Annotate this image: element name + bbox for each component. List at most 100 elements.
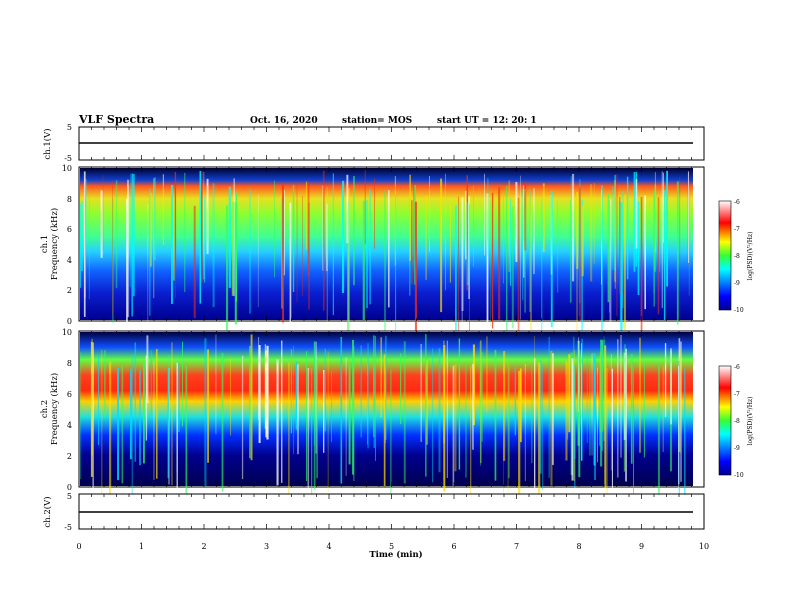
ch2-ytick-6: 6 (67, 390, 72, 399)
spectral-streak (520, 175, 521, 320)
spectral-streak (131, 173, 133, 317)
spectral-streak (510, 198, 512, 286)
spectral-streak (479, 362, 481, 466)
spectral-streak (465, 191, 467, 260)
spectral-streak (571, 358, 574, 481)
spectral-streak (258, 337, 260, 420)
spectral-streak (572, 173, 575, 282)
spectral-streak (168, 355, 170, 441)
spectral-streak (468, 196, 470, 299)
spectral-streak (640, 197, 643, 332)
ch2-cb-tick-7: -7 (734, 391, 740, 398)
spectral-streak (601, 189, 602, 285)
spectral-streak (486, 336, 488, 413)
spectral-streak (347, 188, 350, 334)
spectral-streak (174, 188, 176, 299)
spectral-streak (578, 187, 581, 322)
spectral-streak (249, 345, 251, 459)
ch2-cb-tick-9: -9 (734, 445, 740, 452)
spectral-streak (443, 345, 446, 492)
spectral-streak (601, 339, 603, 432)
spectral-streak (132, 174, 135, 297)
spectral-streak (565, 360, 568, 461)
spectral-streak (117, 367, 119, 481)
spectral-streak (438, 348, 441, 473)
spectral-streak (373, 335, 375, 438)
ch2-ytick-10: 10 (62, 328, 72, 337)
spectral-streak (235, 192, 238, 302)
spectral-streak (80, 352, 82, 480)
spectral-streak (411, 200, 413, 285)
station-label: station= MOS (342, 116, 412, 126)
spectral-streak (193, 205, 196, 318)
spectral-streak (609, 200, 610, 313)
top-ylabel: ch.1(V) (42, 128, 53, 159)
spectral-streak (625, 348, 627, 482)
spectral-streak (581, 338, 583, 461)
spectral-streak (593, 353, 596, 466)
ch1-colorbar-scale (718, 200, 732, 311)
spectral-streak (90, 341, 93, 477)
ch1-streaks (80, 170, 690, 351)
spectral-streak (112, 198, 114, 324)
spectral-streak (104, 350, 106, 418)
spectral-streak (619, 201, 623, 347)
xtick-2: 2 (201, 542, 206, 551)
spectral-streak (487, 178, 489, 257)
spectral-streak (508, 180, 510, 273)
spectral-streak (83, 171, 86, 317)
spectral-streak (92, 342, 94, 492)
spectral-streak (143, 361, 145, 464)
spectral-streak (452, 365, 455, 487)
spectral-streak (581, 205, 584, 277)
top-ytick-max: 5 (67, 123, 72, 132)
spectral-streak (266, 345, 269, 440)
spectral-streak (234, 202, 237, 325)
spectral-streak (162, 174, 164, 245)
spectral-streak (680, 341, 682, 482)
xtick-10: 10 (699, 542, 709, 551)
spectral-streak (182, 341, 183, 427)
ch1-ytick-8: 8 (67, 195, 72, 204)
spectral-streak (576, 191, 579, 269)
spectral-streak (292, 185, 295, 292)
spectral-streak (420, 344, 422, 442)
spectral-streak (624, 194, 626, 330)
spectral-streak (470, 365, 472, 513)
spectral-streak (486, 193, 489, 332)
spectral-streak (221, 352, 224, 492)
spectral-streak (550, 190, 553, 328)
bottom-ylabel: ch.2(V) (42, 496, 53, 527)
spectral-streak (409, 174, 411, 261)
spectral-streak (623, 344, 626, 471)
ch1-colorbar-label: log(PSD)(V²/Hz) (747, 232, 754, 281)
spectral-streak (134, 342, 137, 462)
spectral-streak (360, 345, 362, 438)
spectral-streak (663, 190, 666, 321)
spectral-streak (139, 369, 141, 466)
spectral-streak (347, 201, 350, 334)
xtick-3: 3 (264, 542, 269, 551)
spectral-streak (281, 340, 283, 483)
spectral-streak (102, 175, 104, 251)
spectral-streak (274, 180, 275, 278)
ch2-colorbar-label: log(PSD)(V²/Hz) (747, 397, 754, 446)
spectral-streak (296, 182, 298, 302)
spectral-streak (659, 195, 661, 272)
spectral-streak (146, 335, 149, 404)
spectral-streak (599, 369, 601, 446)
xtick-9: 9 (639, 542, 644, 551)
spectral-streak (340, 337, 343, 484)
spectral-streak (173, 204, 175, 281)
spectral-streak (178, 362, 180, 432)
spectral-streak (153, 178, 155, 299)
spectral-streak (346, 174, 349, 244)
ch1-spectrogram-image (80, 168, 693, 320)
spectral-streak (283, 189, 285, 276)
ch2-ytick-2: 2 (67, 452, 72, 461)
ch2-spectrogram-panel: 0 2 4 6 8 10 ch.2 Frequency (kHz) (40, 328, 705, 514)
spectral-streak (548, 336, 550, 478)
spectral-streak (534, 358, 536, 491)
spectral-streak (466, 175, 468, 291)
